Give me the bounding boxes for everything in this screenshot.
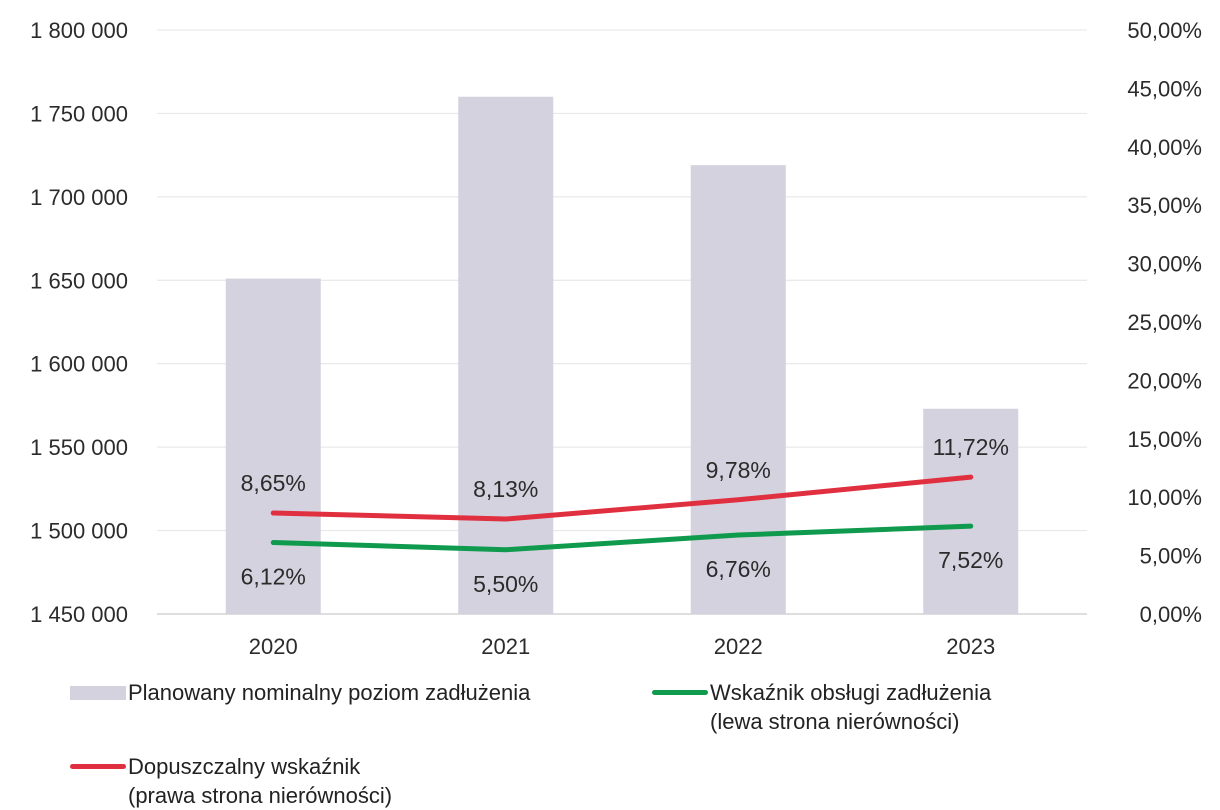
data-label-green: 6,12% bbox=[241, 564, 306, 590]
lines bbox=[273, 477, 971, 550]
x-tick-label: 2023 bbox=[946, 634, 995, 659]
legend-label-red-1: Dopuszczalny wskaźnik bbox=[128, 752, 360, 781]
right-tick-label: 25,00% bbox=[1127, 310, 1202, 335]
left-tick-label: 1 600 000 bbox=[30, 352, 128, 377]
right-tick-label: 40,00% bbox=[1127, 135, 1202, 160]
legend-label-bar: Planowany nominalny poziom zadłużenia bbox=[128, 678, 530, 707]
legend-label-green-1: Wskaźnik obsługi zadłużenia bbox=[710, 678, 991, 707]
bar bbox=[458, 97, 553, 614]
series-line-green bbox=[273, 526, 971, 550]
right-axis-ticks: 0,00% 5,00% 10,00% 15,00% 20,00% 25,00% 30,00%… bbox=[1127, 18, 1202, 627]
right-tick-label: 45,00% bbox=[1127, 76, 1202, 101]
left-tick-label: 1 650 000 bbox=[30, 268, 128, 293]
x-tick-label: 2020 bbox=[249, 634, 298, 659]
x-tick-label: 2021 bbox=[481, 634, 530, 659]
bars bbox=[226, 97, 1019, 614]
data-label-red: 11,72% bbox=[933, 434, 1009, 460]
x-tick-label: 2022 bbox=[714, 634, 763, 659]
data-label-green: 6,76% bbox=[706, 556, 771, 582]
left-tick-label: 1 450 000 bbox=[30, 602, 128, 627]
right-tick-label: 15,00% bbox=[1127, 427, 1202, 452]
left-tick-label: 1 800 000 bbox=[30, 18, 128, 43]
right-tick-label: 35,00% bbox=[1127, 193, 1202, 218]
legend-swatch-red bbox=[70, 764, 126, 769]
data-label-green: 5,50% bbox=[473, 571, 538, 597]
data-label-red: 9,78% bbox=[706, 457, 771, 483]
right-tick-label: 10,00% bbox=[1127, 485, 1202, 510]
right-tick-label: 20,00% bbox=[1127, 368, 1202, 393]
left-tick-label: 1 500 000 bbox=[30, 519, 128, 544]
legend-label-red-2: (prawa strona nierówności) bbox=[128, 781, 392, 810]
series-line-red bbox=[273, 477, 971, 519]
x-axis-ticks: 2020 2021 2022 2023 bbox=[249, 634, 995, 659]
right-tick-label: 0,00% bbox=[1140, 602, 1202, 627]
data-label-green: 7,52% bbox=[938, 547, 1003, 573]
left-axis-ticks: 1 450 000 1 500 000 1 550 000 1 600 000 1 65… bbox=[30, 18, 128, 627]
right-tick-label: 50,00% bbox=[1127, 18, 1202, 43]
left-tick-label: 1 700 000 bbox=[30, 185, 128, 210]
legend-label-green-2: (lewa strona nierówności) bbox=[710, 707, 959, 736]
data-label-red: 8,65% bbox=[241, 470, 306, 496]
legend-swatch-bar bbox=[70, 686, 126, 700]
data-label-red: 8,13% bbox=[473, 476, 538, 502]
legend-swatch-green bbox=[652, 690, 708, 695]
left-tick-label: 1 550 000 bbox=[30, 435, 128, 460]
right-tick-label: 30,00% bbox=[1127, 252, 1202, 277]
right-tick-label: 5,00% bbox=[1140, 544, 1202, 569]
bar bbox=[691, 165, 786, 614]
left-tick-label: 1 750 000 bbox=[30, 101, 128, 126]
